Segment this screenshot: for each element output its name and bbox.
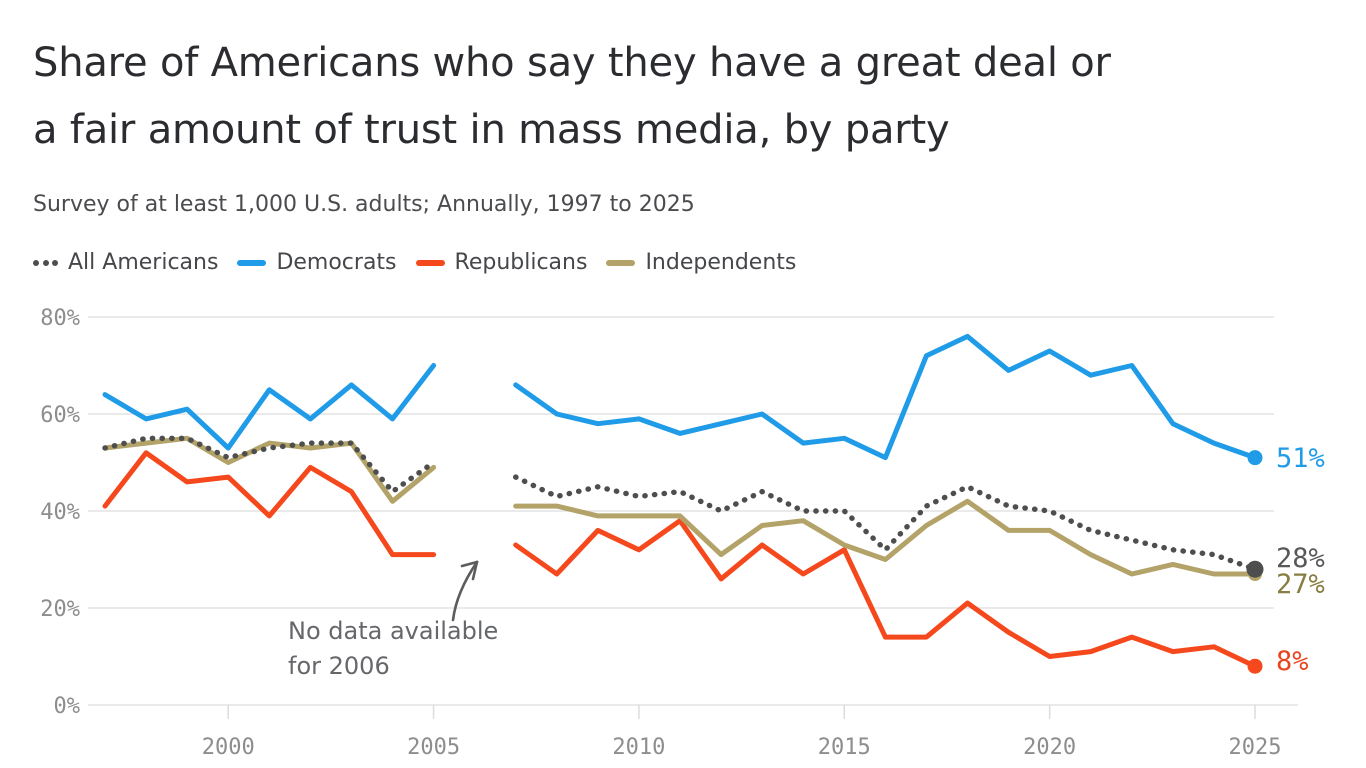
y-axis-label-40%: 40% [40,500,80,525]
no-data-annotation: No data available for 2006 [288,614,498,684]
legend-label: Democrats [276,250,397,275]
endpoint-dot-democrats [1247,450,1263,466]
annotation-arrow-icon [451,560,479,622]
chart-subtitle: Survey of at least 1,000 U.S. adults; An… [33,192,695,217]
series-lines [102,333,1264,674]
series-line-all-americans [513,474,1258,572]
x-axis: 2000 2005 2010 2015 2020 2025 [202,705,1282,760]
red-line-swatch-icon [415,259,445,266]
legend: All Americans Democrats Republicans Inde… [33,250,796,275]
legend-item-republicans: Republicans [415,250,588,275]
gridlines: 0% 20% 40% 60% 80% [40,306,1298,719]
legend-item-independents: Independents [606,250,796,275]
legend-label: All Americans [68,250,219,275]
legend-item-all-americans: All Americans [33,250,218,275]
end-label-republicans: 8% [1276,646,1309,677]
y-axis-label-20%: 20% [40,597,80,622]
no-data-annotation-line1: No data available [288,617,499,645]
page-title-line1: Share of Americans who say they have a g… [33,40,1111,86]
series-line-independents [513,498,1258,577]
x-axis-label-2015: 2015 [818,735,871,760]
y-axis-label-80%: 80% [40,306,80,331]
end-label-all-americans: 28% [1276,543,1325,574]
end-label-independents: 27% [1276,569,1325,600]
x-axis-label-2010: 2010 [612,735,665,760]
series-line-republicans [102,450,437,558]
no-data-annotation-line2: for 2006 [288,652,390,680]
y-axis-label-60%: 60% [40,403,80,428]
x-axis-label-2020: 2020 [1023,735,1076,760]
x-axis-label-2025: 2025 [1229,735,1282,760]
page-title-line2: a fair amount of trust in mass media, by… [33,107,950,153]
page-title: Share of Americans who say they have a g… [33,30,1111,164]
endpoint-dot-republicans [1247,658,1263,674]
legend-label: Independents [645,250,797,275]
series-line-all-americans [102,435,437,495]
legend-label: Republicans [454,250,588,275]
series-line-independents [102,435,437,504]
series-line-democrats [513,333,1258,461]
endpoint-dot-all-americans [1246,560,1264,578]
olive-line-swatch-icon [606,259,636,266]
x-axis-label-2000: 2000 [202,735,255,760]
series-line-democrats [102,363,437,451]
dotted-line-swatch-icon [33,259,58,266]
end-label-democrats: 51% [1276,443,1325,474]
y-axis-label-0%: 0% [54,694,81,719]
blue-line-swatch-icon [237,259,267,266]
series-line-republicans [513,518,1258,669]
legend-item-democrats: Democrats [237,250,397,275]
x-axis-label-2005: 2005 [407,735,460,760]
